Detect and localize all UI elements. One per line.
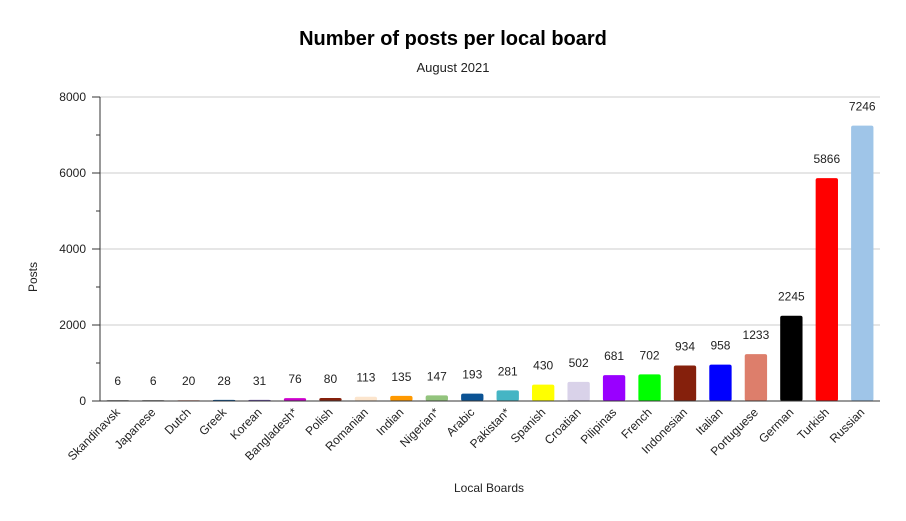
y-tick-label: 0 bbox=[79, 394, 86, 408]
x-tick-label: Skandinavsk bbox=[65, 405, 124, 464]
bar-value-label: 135 bbox=[391, 370, 411, 384]
bar-value-label: 5866 bbox=[813, 152, 840, 166]
bar-pakistan bbox=[496, 390, 519, 401]
y-tick-label: 8000 bbox=[59, 90, 86, 104]
y-tick-label: 6000 bbox=[59, 166, 86, 180]
bar-value-label: 6 bbox=[150, 374, 157, 388]
bar-spanish bbox=[532, 384, 555, 401]
bar-value-label: 31 bbox=[253, 374, 267, 388]
gridlines bbox=[100, 96, 880, 326]
bar-pilipinas bbox=[602, 375, 626, 401]
y-tick-label: 2000 bbox=[59, 318, 86, 332]
bar-value-label: 193 bbox=[462, 368, 482, 382]
bar-value-label: 1233 bbox=[743, 328, 770, 342]
y-tick-label: 4000 bbox=[59, 242, 86, 256]
bar-value-label: 502 bbox=[569, 356, 589, 370]
bar-arabic bbox=[461, 393, 484, 401]
x-axis-title: Local Boards bbox=[454, 481, 524, 495]
bar-russian bbox=[851, 125, 874, 401]
bar-value-label: 958 bbox=[710, 339, 730, 353]
x-tick-label: German bbox=[756, 405, 797, 446]
bar-indonesian bbox=[673, 365, 697, 401]
x-tick-label: Arabic bbox=[443, 405, 477, 439]
bar-value-label: 430 bbox=[533, 359, 553, 373]
chart-subtitle: August 2021 bbox=[416, 60, 489, 75]
bar-value-label: 6 bbox=[114, 374, 121, 388]
bar-indian bbox=[390, 395, 413, 401]
x-tick-label: Dutch bbox=[162, 405, 194, 437]
y-axis: 0 2000 4000 6000 8000 bbox=[59, 90, 101, 408]
bar-portuguese bbox=[744, 354, 768, 401]
bar-value-labels: 6 6 20 28 31 76 80 113 135 147 193 281 430 502 681 702 9… bbox=[114, 100, 876, 388]
y-axis-title: Posts bbox=[26, 262, 40, 292]
bar-value-label: 681 bbox=[604, 349, 624, 363]
bar-french bbox=[638, 374, 661, 401]
x-tick-label: Spanish bbox=[508, 405, 549, 446]
x-tick-label: Pilipinas bbox=[578, 405, 620, 447]
x-tick-label: Polish bbox=[303, 405, 336, 438]
bar-value-label: 934 bbox=[675, 340, 695, 354]
x-tick-label: Turkish bbox=[795, 405, 832, 442]
chart-title: Number of posts per local board bbox=[299, 28, 607, 50]
bar-bangladesh bbox=[283, 398, 307, 401]
x-tick-label: Indian bbox=[373, 405, 406, 438]
bar-turkish bbox=[815, 178, 838, 401]
bars bbox=[106, 125, 874, 401]
bar-value-label: 702 bbox=[640, 348, 660, 362]
bar-romanian bbox=[354, 396, 378, 401]
x-tick-label: Greek bbox=[196, 405, 230, 439]
bar-value-label: 7246 bbox=[849, 100, 876, 114]
bar-croatian bbox=[567, 381, 590, 401]
x-tick-label: Russian bbox=[827, 405, 868, 446]
bar-value-label: 20 bbox=[182, 374, 196, 388]
x-tick-label: Italian bbox=[693, 405, 726, 438]
bar-german bbox=[780, 315, 803, 401]
x-tick-label: Croatian bbox=[542, 405, 584, 447]
bar-value-label: 76 bbox=[288, 372, 302, 386]
bar-value-label: 2245 bbox=[778, 290, 805, 304]
bar-polish bbox=[319, 397, 342, 401]
bar-value-label: 281 bbox=[498, 364, 518, 378]
x-tick-label: Nigerian* bbox=[397, 405, 442, 450]
bar-nigerian bbox=[425, 395, 448, 401]
bar-italian bbox=[709, 364, 732, 401]
bar-value-label: 113 bbox=[356, 371, 375, 385]
bar-value-label: 28 bbox=[217, 374, 231, 388]
bar-value-label: 80 bbox=[324, 372, 338, 386]
bar-value-label: 147 bbox=[427, 369, 447, 383]
